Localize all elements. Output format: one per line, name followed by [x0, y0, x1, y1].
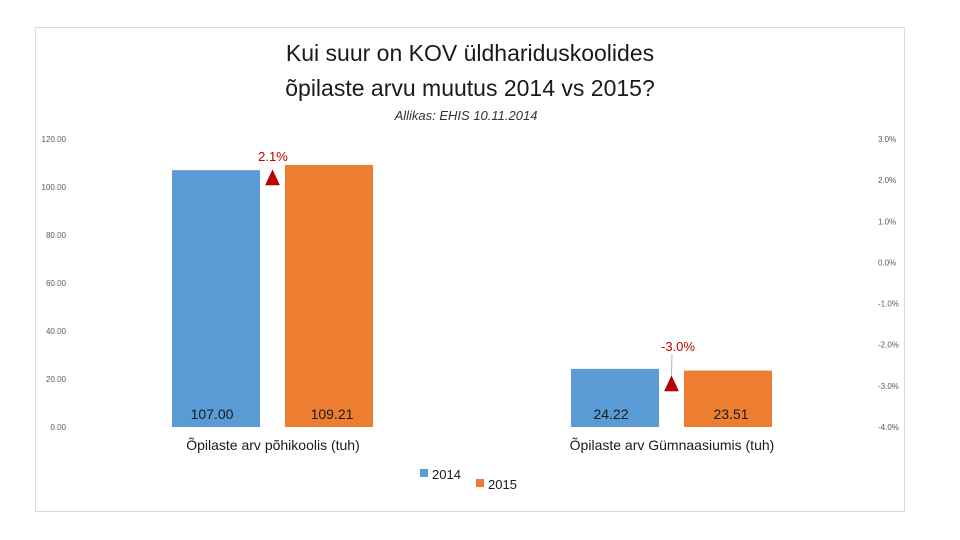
y2-tick-label: -4.0%: [878, 423, 899, 432]
chart-title-line2: õpilaste arvu muutus 2014 vs 2015?: [285, 75, 655, 101]
y-tick-label: 0.00: [50, 423, 66, 432]
y2-tick-label: 1.0%: [878, 217, 896, 226]
change-marker: [664, 375, 679, 392]
bar-2015-2: [684, 370, 772, 427]
category-label: Õpilaste arv põhikoolis (tuh): [186, 437, 360, 453]
y2-tick-label: 0.0%: [878, 258, 896, 267]
bar-2015-1: [285, 164, 373, 427]
change-marker: [265, 169, 280, 186]
y2-tick-label: 3.0%: [878, 135, 896, 144]
change-label: 2.1%: [258, 149, 288, 164]
legend-label: 2015: [488, 477, 517, 492]
y-tick-label: 60.00: [46, 279, 67, 288]
chart-frame: [35, 27, 905, 512]
y-tick-label: 20.00: [46, 375, 67, 384]
data-label: 23.51: [713, 406, 748, 422]
legend-swatch-2015: [476, 479, 484, 487]
data-label: 24.22: [593, 406, 628, 422]
y2-tick-label: -2.0%: [878, 341, 899, 350]
y-tick-label: 100.00: [42, 183, 67, 192]
y2-tick-label: -3.0%: [878, 382, 899, 391]
y2-tick-label: 2.0%: [878, 176, 896, 185]
chart-subtitle: Allikas: EHIS 10.11.2014: [394, 108, 538, 123]
legend-swatch-2014: [420, 469, 428, 477]
y-tick-label: 120.00: [42, 135, 67, 144]
legend-label: 2014: [432, 467, 461, 482]
bar-2014-2: [571, 368, 659, 427]
leader-line: [671, 353, 673, 377]
y2-tick-label: -1.0%: [878, 300, 899, 309]
data-label: 109.21: [311, 406, 354, 422]
chart-title-line1: Kui suur on KOV üldhariduskoolides: [286, 40, 654, 66]
y-tick-label: 40.00: [46, 327, 67, 336]
data-label: 107.00: [191, 406, 234, 422]
category-label: Õpilaste arv Gümnaasiumis (tuh): [570, 437, 775, 453]
bar-2014-1: [172, 170, 260, 427]
change-label: -3.0%: [661, 339, 695, 354]
y-tick-label: 80.00: [46, 231, 67, 240]
